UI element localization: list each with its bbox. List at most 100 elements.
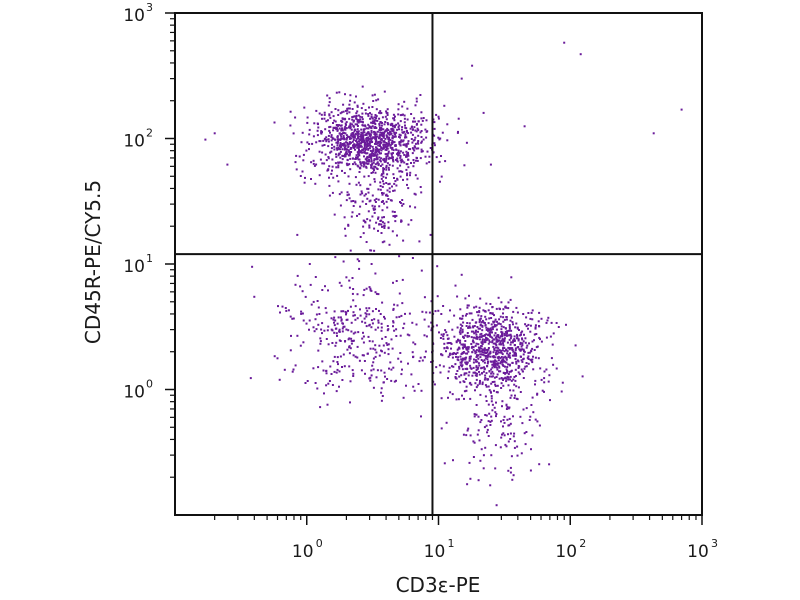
event-point (330, 172, 333, 175)
event-point (388, 136, 391, 139)
event-point (312, 367, 315, 370)
event-point (535, 346, 538, 349)
event-point (460, 358, 463, 361)
event-point (379, 110, 382, 113)
event-point (458, 367, 461, 370)
event-point (337, 316, 340, 319)
event-point (384, 137, 387, 140)
event-point (458, 331, 461, 334)
event-point (416, 141, 419, 144)
event-point (493, 380, 496, 383)
event-point (328, 194, 331, 197)
event-point (361, 337, 364, 340)
event-point (401, 170, 404, 173)
event-point (442, 305, 445, 307)
event-point (315, 313, 318, 316)
event-point (321, 162, 324, 165)
event-point (333, 148, 336, 151)
event-point (519, 391, 522, 393)
event-point (335, 128, 338, 131)
event-point (499, 341, 502, 344)
event-point (420, 130, 423, 132)
event-point (362, 165, 365, 168)
event-point (397, 149, 400, 152)
event-point (561, 381, 564, 384)
event-point (320, 328, 323, 331)
event-point (395, 280, 398, 282)
event-point (366, 152, 369, 155)
event-point (507, 384, 510, 387)
event-point (520, 333, 522, 336)
event-point (398, 133, 401, 136)
event-point (374, 328, 377, 331)
event-point (357, 181, 360, 184)
event-point (484, 324, 487, 327)
event-point (475, 342, 478, 345)
event-point (362, 137, 365, 140)
event-point (387, 348, 390, 351)
event-point (502, 356, 505, 359)
event-point (378, 136, 381, 139)
event-point (482, 334, 485, 337)
event-point (346, 109, 349, 112)
event-point (466, 361, 469, 364)
event-point (315, 141, 318, 144)
event-point (361, 161, 364, 164)
event-point (402, 178, 404, 181)
event-point (365, 325, 368, 328)
event-point (475, 369, 478, 371)
event-point (369, 183, 372, 186)
event-point (335, 91, 338, 94)
event-point (335, 327, 338, 330)
event-point (480, 345, 483, 348)
event-point (368, 313, 371, 316)
event-point (386, 173, 389, 176)
event-point (315, 163, 318, 166)
event-point (461, 351, 464, 354)
event-point (366, 309, 369, 312)
event-point (320, 113, 323, 116)
event-point (468, 355, 471, 358)
event-point (445, 331, 448, 334)
event-point (294, 116, 297, 119)
event-point (395, 131, 398, 134)
event-point (481, 319, 484, 322)
event-point (359, 193, 362, 196)
event-point (448, 366, 451, 369)
event-point (486, 350, 489, 353)
event-point (355, 112, 358, 115)
event-point (366, 143, 369, 146)
event-point (487, 360, 489, 363)
event-point (387, 152, 390, 155)
event-point (493, 314, 495, 317)
event-point (406, 174, 408, 177)
event-point (356, 141, 359, 144)
event-point (459, 323, 462, 326)
event-point (534, 418, 537, 421)
event-point (491, 381, 494, 383)
event-point (340, 128, 343, 131)
event-point (487, 385, 490, 388)
event-point (508, 370, 511, 373)
event-point (496, 391, 499, 394)
event-point (496, 320, 498, 323)
event-point (477, 346, 480, 349)
event-point (520, 348, 523, 351)
event-point (414, 193, 417, 196)
event-point (456, 370, 459, 372)
event-point (391, 155, 394, 158)
event-point (330, 317, 333, 320)
event-point (374, 201, 377, 203)
event-point (478, 306, 481, 309)
event-point (457, 347, 460, 350)
event-point (385, 168, 388, 171)
event-point (330, 147, 333, 150)
event-point (331, 158, 334, 161)
event-point (379, 188, 382, 191)
outlier-point (204, 138, 207, 141)
event-point (478, 373, 481, 376)
event-point (395, 328, 398, 331)
event-point (430, 321, 433, 324)
event-point (365, 241, 368, 243)
x-tick-exponent: 2 (579, 537, 586, 550)
